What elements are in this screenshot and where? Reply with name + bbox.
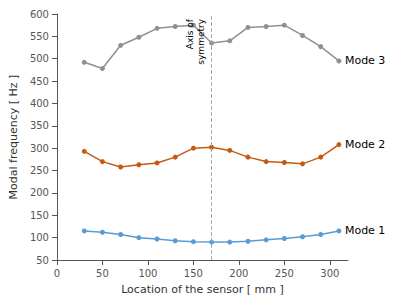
svg-text:Mode 3: Mode 3 (345, 54, 385, 67)
svg-text:250: 250 (275, 268, 294, 279)
svg-text:250: 250 (30, 165, 49, 176)
svg-text:450: 450 (30, 76, 49, 87)
svg-text:150: 150 (30, 210, 49, 221)
svg-text:50: 50 (96, 268, 109, 279)
svg-text:Mode 1: Mode 1 (345, 224, 385, 237)
svg-text:Location of the sensor [ mm ]: Location of the sensor [ mm ] (121, 283, 284, 296)
svg-text:100: 100 (138, 268, 157, 279)
svg-text:500: 500 (30, 53, 49, 64)
svg-text:150: 150 (184, 268, 203, 279)
svg-text:400: 400 (30, 98, 49, 109)
svg-text:200: 200 (30, 187, 49, 198)
svg-text:300: 300 (320, 268, 339, 279)
svg-text:200: 200 (229, 268, 248, 279)
svg-text:0: 0 (54, 268, 60, 279)
svg-text:symmetry: symmetry (196, 18, 206, 64)
svg-text:100: 100 (30, 232, 49, 243)
svg-text:350: 350 (30, 120, 49, 131)
svg-text:Axis of: Axis of (185, 18, 195, 49)
svg-text:Mode 2: Mode 2 (345, 138, 385, 151)
svg-text:50: 50 (36, 255, 49, 266)
svg-text:600: 600 (30, 9, 49, 20)
svg-text:550: 550 (30, 31, 49, 42)
svg-text:Modal frequency [ Hz ]: Modal frequency [ Hz ] (7, 75, 20, 200)
svg-text:300: 300 (30, 143, 49, 154)
